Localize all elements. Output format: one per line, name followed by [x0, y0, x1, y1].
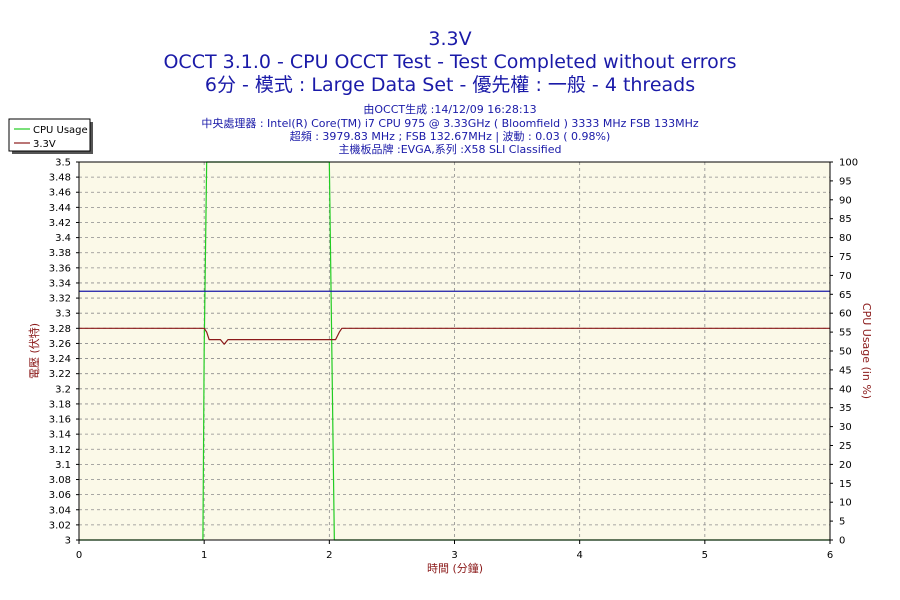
y-right-tick-label: 75: [839, 252, 852, 263]
x-tick-label: 3: [451, 550, 457, 561]
y-right-tick-label: 5: [839, 517, 845, 528]
y-left-tick-label: 3.18: [49, 399, 71, 410]
legend-label-cpu-usage: CPU Usage: [33, 125, 88, 136]
y-left-tick-label: 3.06: [49, 490, 71, 501]
y-left-tick-label: 3.46: [49, 188, 71, 199]
y-right-tick-label: 20: [839, 460, 852, 471]
y-left-tick-label: 3.02: [49, 520, 71, 531]
y-left-tick-label: 3.16: [49, 415, 71, 426]
y-axis-left-title: 電壓 (伏特): [27, 323, 41, 379]
x-tick-label: 6: [827, 550, 833, 561]
chart-title-voltage: 3.3V: [428, 28, 471, 50]
y-left-tick-label: 3.48: [49, 173, 71, 184]
y-right-tick-label: 45: [839, 365, 852, 376]
info-generated: 由OCCT生成 :14/12/09 16:28:13: [363, 102, 536, 116]
x-axis-title: 時間 (分鐘): [427, 561, 483, 575]
y-left-tick-label: 3.1: [55, 460, 71, 471]
legend: CPU Usage 3.3V: [8, 118, 93, 154]
y-left-tick-label: 3.14: [49, 430, 71, 441]
y-axis-right-title: CPU Usage (in %): [860, 303, 873, 399]
y-right-tick-label: 25: [839, 441, 852, 452]
y-left-tick-label: 3.4: [55, 233, 71, 244]
y-right-tick-label: 85: [839, 214, 852, 225]
y-left-tick-label: 3.38: [49, 248, 71, 259]
x-tick-label: 1: [201, 550, 207, 561]
x-tick-label: 2: [326, 550, 332, 561]
y-left-tick-label: 3.42: [49, 218, 71, 229]
y-right-ticks: 0 5 10 15 20 25 30 35 40 45 50 55 60 65 70 75 80 85 90 95 10…: [830, 158, 858, 547]
legend-box: [8, 118, 91, 152]
y-right-tick-label: 65: [839, 290, 852, 301]
x-tick-label: 4: [576, 550, 582, 561]
chart-title-mode: 6分 - 模式 : Large Data Set - 優先權 : 一般 - 4 …: [205, 74, 695, 96]
y-right-tick-label: 100: [839, 158, 858, 169]
y-right-tick-label: 80: [839, 233, 852, 244]
y-right-tick-label: 30: [839, 422, 852, 433]
grid: [79, 162, 830, 540]
y-left-tick-label: 3.28: [49, 324, 71, 335]
y-left-tick-label: 3.12: [49, 445, 71, 456]
y-left-tick-label: 3.44: [49, 203, 71, 214]
y-left-tick-label: 3.26: [49, 339, 71, 350]
y-right-tick-label: 55: [839, 328, 852, 339]
y-left-tick-label: 3: [65, 536, 71, 547]
y-right-tick-label: 50: [839, 347, 852, 358]
y-left-tick-label: 3.08: [49, 475, 71, 486]
y-left-tick-label: 3.3: [55, 309, 71, 320]
y-left-ticks: 3 3.02 3.04 3.06 3.08 3.1 3.12 3.14 3.16 3.18 3.2 3…: [49, 158, 79, 547]
y-left-tick-label: 3.24: [49, 354, 71, 365]
y-right-tick-label: 10: [839, 498, 852, 509]
y-left-tick-label: 3.34: [49, 278, 71, 289]
y-left-tick-label: 3.36: [49, 263, 71, 274]
series-3-3v-line: [79, 327, 830, 345]
info-overclock: 超頻 : 3979.83 MHz ; FSB 132.67MHz | 波動 : …: [290, 129, 611, 143]
y-left-tick-label: 3.5: [55, 158, 71, 169]
chart-title-test: OCCT 3.1.0 - CPU OCCT Test - Test Comple…: [163, 51, 736, 73]
y-left-tick-label: 3.32: [49, 294, 71, 305]
y-right-tick-label: 0: [839, 536, 845, 547]
y-right-tick-label: 95: [839, 176, 852, 187]
y-right-tick-label: 60: [839, 309, 852, 320]
y-right-tick-label: 70: [839, 271, 852, 282]
y-left-tick-label: 3.2: [55, 384, 71, 395]
x-ticks: 0 1 2 3 4 5 6: [76, 540, 833, 561]
x-tick-label: 0: [76, 550, 82, 561]
y-right-tick-label: 35: [839, 403, 852, 414]
legend-label-3-3v: 3.3V: [33, 139, 56, 150]
y-left-tick-label: 3.22: [49, 369, 71, 380]
y-right-tick-label: 90: [839, 195, 852, 206]
y-left-tick-label: 3.04: [49, 505, 71, 516]
y-right-tick-label: 40: [839, 384, 852, 395]
x-tick-label: 5: [702, 550, 708, 561]
y-right-tick-label: 15: [839, 479, 852, 490]
info-motherboard: 主機板品牌 :EVGA,系列 :X58 SLI Classified: [339, 142, 562, 156]
info-cpu: 中央處理器 : Intel(R) Core(TM) i7 CPU 975 @ 3…: [201, 116, 699, 130]
